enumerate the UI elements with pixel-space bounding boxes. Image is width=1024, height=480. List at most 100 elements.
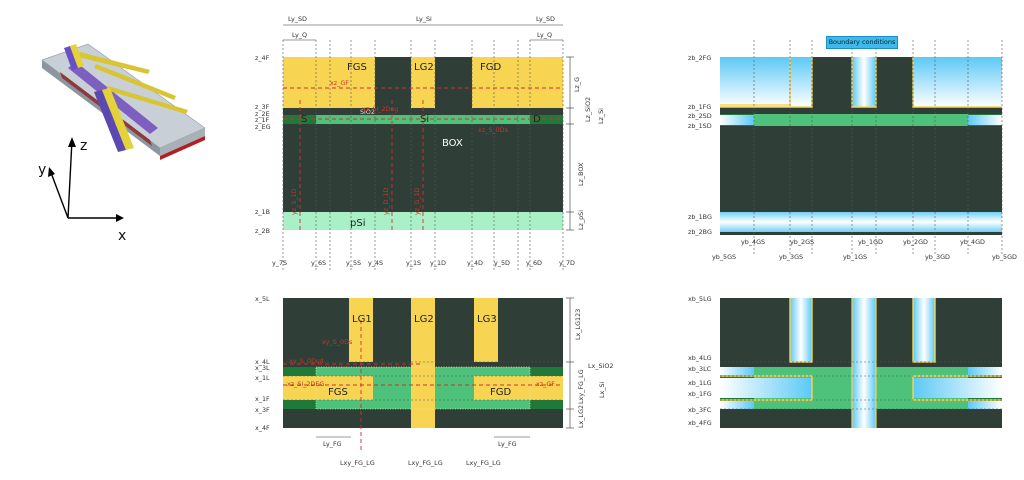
y-4d-label: y_4D [467,259,483,267]
dim-ly-sd-left: Ly_SD [288,15,307,23]
x-3l-label: x_3L [255,364,270,372]
yb-5gd-label: yb_5GD [992,253,1017,261]
boundary-conditions-badge: Boundary conditions [826,36,898,49]
y-1d-label: y_1D [430,259,446,267]
zb-2fg-label: zb_2FG [688,54,711,62]
red-label-xz-gf: xz_GF [330,79,349,87]
plan-region-fgs: FGS [328,387,348,398]
xb-4lg-label: xb_4LG [688,354,712,362]
z-axis-label: z [80,138,87,154]
xb-3lc-label: xb_3LC [688,365,712,373]
y-axis-label: y [38,162,46,178]
xb-3fc-label: xb_3FC [688,406,712,414]
z-2b-label: z_2B [255,227,270,235]
z-4f-label: z_4F [255,54,270,62]
plan-region-lg2: LG2 [414,314,434,325]
dim-lx-lg123: Lx_LG123 [574,309,582,340]
plan-region-lg1: LG1 [352,314,372,325]
plan-region-lg3: LG3 [477,314,497,325]
z-1f-label: z_1F [255,116,270,124]
dim-lz-g: Lz_G [573,77,581,92]
plan-region-fgd: FGD [490,387,512,398]
xb-5lg-label: xb_5LG [688,295,712,303]
dim-lxy-fg-lg: Lxy_FG_LG [577,369,585,404]
dim-ly-q-left: Ly_Q [292,31,307,39]
x-4l-label: x_4L [255,358,270,366]
yb-2gs-label: yb_2GS [790,238,814,246]
zb-1fg-label: zb_1FG [688,103,711,111]
dim-ly-fg-right: Ly_FG [498,440,517,448]
region-fgs: FGS [347,62,367,73]
zb-1sd-label: zb_1SD [688,122,712,130]
dim-lxy-fg-lg-left: Lxy_FG_LG [340,459,375,467]
dim-lx-sio2: Lx_SiO2 [588,362,613,370]
dim-ly-q-right: Ly_Q [537,31,552,39]
boundary-conditions-cross-section [720,40,1003,255]
cross-section-diagram [282,24,574,270]
yb-1gs-label: yb_1GS [843,253,867,261]
yb-3gd-label: yb_3GD [925,253,950,261]
y-5s-label: y_5S [346,259,361,267]
region-lg2: LG2 [414,62,434,73]
plan-red-xy-s-0dsd: xy_S_0Dsd [289,357,323,365]
red-label-yz-g-1d: yz_G_1D [413,187,421,215]
dim-lz-si: Lz_Si [597,108,605,124]
y-1s-label: y_1S [406,259,421,267]
dim-ly-si: Ly_Si [416,15,432,23]
y-6s-label: y_6S [311,259,326,267]
dim-lz-box: Lz_BOX [577,162,585,186]
dim-ly-sd-right: Ly_SD [536,15,555,23]
x-1f-label: x_1F [255,395,270,403]
region-si: Si [420,114,429,125]
dim-ly-fg-left: Ly_FG [323,440,342,448]
y-7d-label: y_7D [559,259,575,267]
y-4s-label: y_4S [368,259,383,267]
device-3d-render [41,43,206,160]
red-label-xz-si-2deg: xz_Si_2Deg [362,105,398,113]
region-drain: D [533,114,541,125]
yb-5gs-label: yb_5GS [712,253,736,261]
red-label-xz-s-0ds: xz_S_0Ds [478,126,509,134]
yb-3gs-label: yb_3GS [779,253,803,261]
zb-2sd-label: zb_2SD [688,112,712,120]
dim-lz-psi: Lz_pSi [577,210,585,230]
dim-lz-sio2: Lz_SiO2 [584,97,592,122]
y-7s-label: y_7S [272,259,287,267]
zb-2bg-label: zb_2BG [688,228,712,236]
x-1l-label: x_1L [255,374,270,382]
region-box: BOX [442,138,463,149]
xb-1fg-label: xb_1FG [688,390,712,398]
x-axis-label: x [118,228,126,244]
xb-1lg-label: xb_1LG [688,379,712,387]
dim-lx-lg2: Lx_LG2 [577,405,585,428]
boundary-conditions-plan [720,298,1002,428]
dim-lxy-fg-lg-middle: Lxy_FG_LG [408,459,443,467]
plan-red-xz-si-2deg: xz_Si_2DEG [287,380,324,388]
z-1b-label: z_1B [255,208,270,216]
z-3f-label: z_3F [255,103,270,111]
plan-red-xy-s-0ds: xy_S_0Ds [322,338,353,346]
dim-lx-si: Lx_Si [598,381,606,398]
yb-1gd-label: yb_1GD [858,238,883,246]
zb-1bg-label: zb_1BG [688,213,712,221]
region-psi: pSi [350,218,365,229]
y-5d-label: y_5D [494,259,510,267]
x-5l-label: x_5L [255,295,270,303]
region-source: S [301,114,307,125]
z-2e-label: z_2E [255,110,270,118]
yb-4gs-label: yb_4GS [741,238,765,246]
x-3f-label: x_3F [255,406,270,414]
red-label-yz-d-1d: yz_D_1D [382,187,390,215]
dim-lxy-fg-lg-right: Lxy_FG_LG [466,459,501,467]
x-4f-label: x_4F [255,424,270,432]
region-sio2: SiO2 [360,108,375,116]
plan-view-diagram [283,297,574,450]
coordinate-axes: x y z [38,137,126,244]
region-fgd: FGD [480,62,502,73]
y-6d-label: y_6D [526,259,542,267]
red-label-yz-s-1d: yz_S_1D [290,188,298,215]
plan-red-xz-gf: xz_GF [536,380,555,388]
yb-2gd-label: yb_2GD [903,238,928,246]
z-eg-label: z_EG [255,123,271,131]
